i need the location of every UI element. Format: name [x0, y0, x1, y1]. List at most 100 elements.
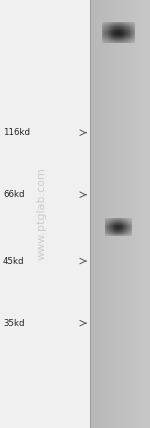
Bar [113, 222, 114, 223]
Bar [124, 225, 125, 226]
Bar [129, 33, 130, 34]
Bar [125, 37, 126, 38]
Bar [115, 218, 116, 219]
Bar [108, 234, 109, 235]
Bar [117, 229, 118, 230]
Bar [120, 232, 121, 233]
Bar [105, 231, 106, 232]
Bar [119, 231, 120, 232]
Bar [118, 220, 119, 221]
Bar [118, 232, 119, 233]
Bar [114, 35, 115, 36]
Bar [126, 223, 127, 224]
Bar [131, 229, 132, 230]
Bar [122, 38, 123, 39]
Bar [118, 22, 119, 24]
Bar [132, 38, 133, 39]
Bar [125, 226, 126, 227]
Bar [120, 29, 121, 30]
Bar [107, 27, 108, 29]
Bar [124, 29, 125, 30]
Bar [114, 32, 115, 33]
Bar [106, 226, 107, 227]
Bar [128, 25, 129, 27]
Bar [108, 233, 109, 234]
Bar [116, 234, 117, 235]
Bar [123, 227, 124, 228]
Bar [105, 38, 107, 39]
Bar [117, 30, 118, 32]
Bar [132, 36, 133, 37]
Bar [114, 218, 115, 219]
Bar [130, 25, 131, 27]
Bar [128, 40, 129, 41]
Bar [111, 35, 112, 36]
Bar [123, 230, 124, 231]
Bar [103, 30, 104, 32]
Bar [92, 0, 93, 428]
Bar [126, 25, 127, 27]
Bar [126, 38, 127, 39]
Bar [128, 221, 129, 222]
Bar [125, 221, 126, 222]
Bar [105, 234, 106, 235]
Bar [117, 231, 118, 232]
Bar [110, 234, 111, 235]
Bar [131, 224, 132, 225]
Bar [108, 33, 109, 34]
Bar [105, 221, 106, 222]
Bar [123, 231, 124, 232]
Bar [119, 27, 120, 29]
Bar [90, 0, 92, 428]
Bar [108, 42, 109, 43]
Bar [105, 227, 106, 228]
Bar [123, 223, 124, 224]
Bar [128, 42, 129, 43]
Bar [125, 223, 126, 224]
Bar [110, 34, 111, 35]
Bar [103, 24, 104, 25]
Bar [128, 232, 129, 233]
Bar [104, 40, 105, 41]
Bar [125, 234, 126, 235]
Bar [112, 220, 113, 221]
Bar [119, 232, 120, 233]
Bar [107, 39, 108, 40]
Bar [119, 224, 120, 225]
Bar [126, 29, 127, 30]
Bar [124, 34, 125, 35]
Bar [130, 38, 131, 39]
Bar [124, 218, 125, 219]
Bar [131, 30, 132, 32]
Bar [120, 42, 121, 43]
Bar [110, 218, 111, 219]
Bar [131, 230, 132, 231]
Bar [110, 233, 111, 234]
Bar [113, 218, 114, 219]
Bar [114, 224, 115, 225]
Bar [111, 220, 112, 221]
Bar [110, 229, 111, 230]
Bar [108, 226, 109, 227]
Bar [105, 230, 106, 231]
Bar [118, 35, 119, 36]
Bar [133, 39, 134, 40]
Bar [110, 24, 111, 25]
Bar [130, 42, 131, 43]
Bar [127, 223, 128, 224]
Bar [109, 233, 110, 234]
Bar [120, 228, 121, 229]
Bar [109, 234, 110, 235]
Bar [129, 219, 130, 220]
Bar [130, 235, 131, 236]
Bar [141, 0, 143, 428]
Bar [117, 25, 118, 27]
Bar [128, 35, 129, 36]
Bar [121, 30, 122, 32]
Bar [129, 24, 130, 25]
Bar [119, 24, 120, 25]
Bar [105, 226, 106, 227]
Bar [130, 24, 131, 25]
Bar [113, 40, 114, 41]
Bar [110, 40, 111, 41]
